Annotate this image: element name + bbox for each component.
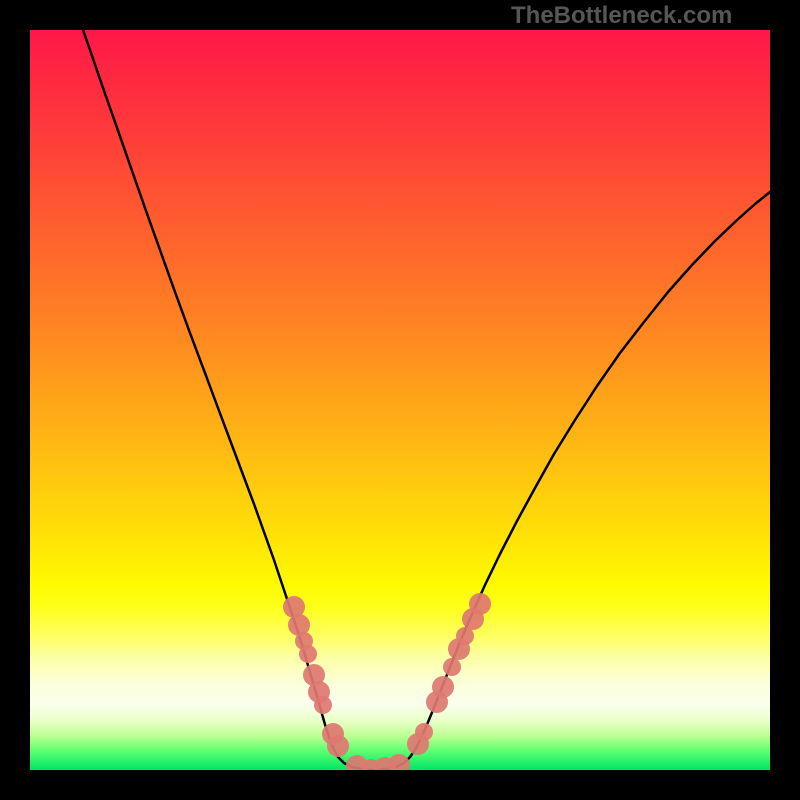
data-marker <box>469 593 491 615</box>
watermark-text: TheBottleneck.com <box>511 2 732 30</box>
data-marker <box>443 658 461 676</box>
data-marker <box>432 676 454 698</box>
data-marker <box>327 735 349 757</box>
data-marker <box>415 723 433 741</box>
data-marker <box>314 696 332 714</box>
bottleneck-chart <box>30 30 770 770</box>
gradient-background <box>30 30 770 770</box>
data-marker <box>299 645 317 663</box>
